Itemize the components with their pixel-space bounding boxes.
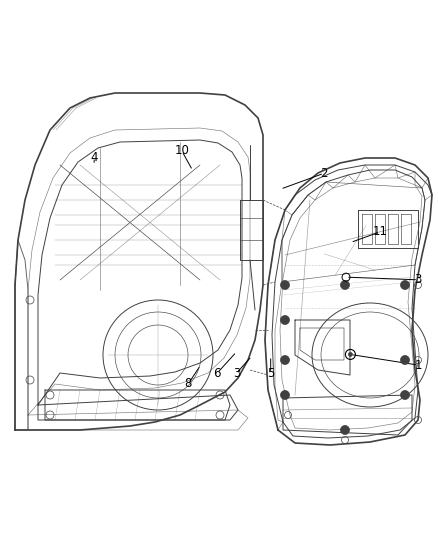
Circle shape (280, 391, 290, 400)
Circle shape (340, 425, 350, 434)
Text: 3: 3 (415, 273, 422, 286)
Circle shape (400, 391, 410, 400)
Text: 8: 8 (185, 377, 192, 390)
Circle shape (340, 280, 350, 289)
Circle shape (400, 356, 410, 365)
Text: 10: 10 (174, 144, 189, 157)
Circle shape (280, 280, 290, 289)
Text: 3: 3 (233, 367, 240, 379)
Text: 6: 6 (213, 367, 221, 379)
Text: 11: 11 (373, 225, 388, 238)
Text: 2: 2 (320, 167, 328, 180)
Circle shape (280, 356, 290, 365)
Circle shape (280, 316, 290, 325)
Circle shape (348, 352, 353, 357)
Text: 1: 1 (414, 359, 422, 372)
Text: 5: 5 (267, 367, 274, 379)
Text: 4: 4 (90, 151, 98, 164)
Circle shape (400, 280, 410, 289)
